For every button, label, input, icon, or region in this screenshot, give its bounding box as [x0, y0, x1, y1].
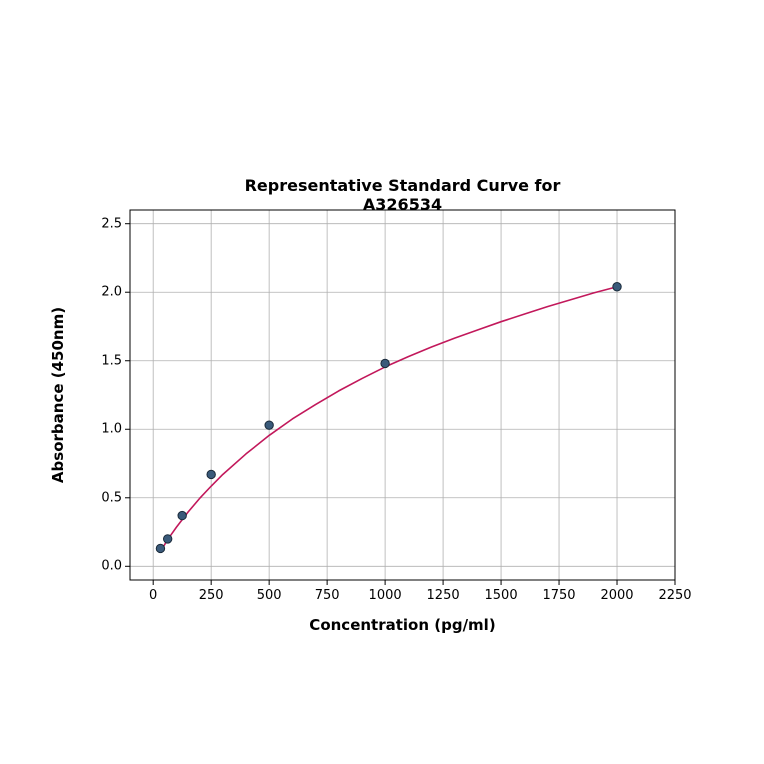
x-tick-label: 2000: [600, 588, 633, 603]
data-point: [265, 421, 273, 429]
chart-canvas: Representative Standard Curve for A32653…: [0, 0, 764, 764]
y-tick-label: 2.0: [96, 285, 122, 300]
x-tick-label: 750: [315, 588, 340, 603]
y-tick-label: 2.5: [96, 216, 122, 231]
x-tick-label: 500: [257, 588, 282, 603]
plot-svg: [130, 210, 675, 580]
y-tick-label: 1.5: [96, 353, 122, 368]
y-tick-label: 0.5: [96, 490, 122, 505]
points-group: [156, 283, 621, 553]
spine-group: [125, 210, 675, 585]
grid-group: [130, 210, 675, 580]
y-axis-label: Absorbance (450nm): [49, 307, 67, 483]
x-tick-label: 1500: [485, 588, 518, 603]
x-tick-label: 1750: [542, 588, 575, 603]
curve-group: [160, 287, 617, 552]
chart-title: Representative Standard Curve for A32653…: [222, 176, 584, 214]
data-point: [163, 535, 171, 543]
data-point: [156, 544, 164, 552]
x-tick-label: 0: [149, 588, 157, 603]
data-point: [178, 511, 186, 519]
y-tick-label: 1.0: [96, 422, 122, 437]
plot-frame: [130, 210, 675, 580]
data-point: [207, 470, 215, 478]
data-point: [381, 359, 389, 367]
y-tick-label: 0.0: [96, 559, 122, 574]
x-tick-label: 1250: [427, 588, 460, 603]
x-tick-label: 250: [199, 588, 224, 603]
x-tick-label: 2250: [658, 588, 691, 603]
fit-curve: [160, 287, 617, 552]
data-point: [613, 283, 621, 291]
x-axis-label: Concentration (pg/ml): [309, 616, 495, 634]
x-tick-label: 1000: [369, 588, 402, 603]
